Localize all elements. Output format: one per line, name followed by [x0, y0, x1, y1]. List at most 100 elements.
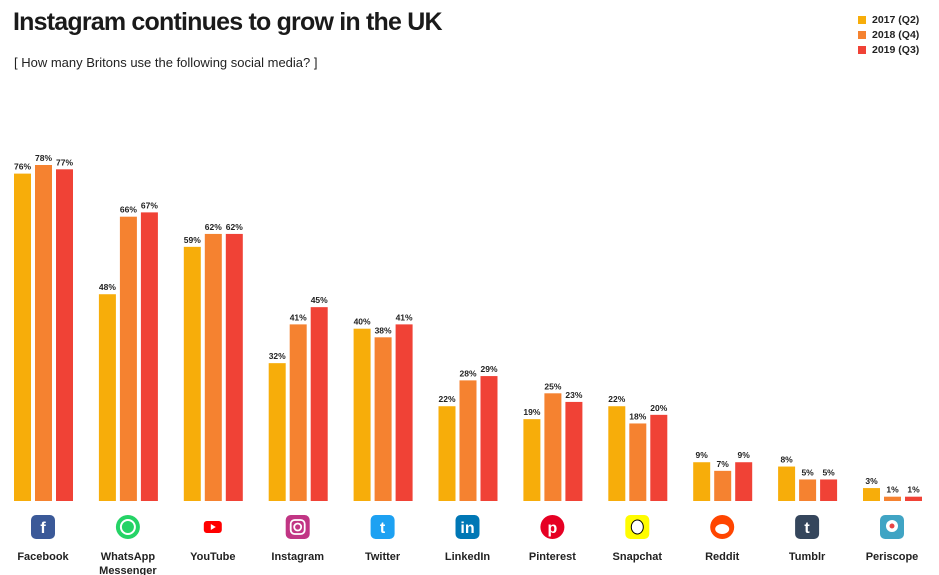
data-label: 8% — [780, 455, 793, 465]
legend-label: 2017 (Q2) — [872, 13, 920, 26]
category-label: Pinterest — [529, 551, 576, 563]
bar — [98, 294, 116, 501]
bar — [714, 470, 732, 501]
bar — [693, 462, 711, 501]
pinterest-icon: p — [540, 515, 565, 539]
bar — [863, 488, 880, 501]
data-label: 41% — [396, 312, 413, 322]
bar — [565, 401, 583, 501]
bar — [183, 246, 201, 501]
data-label: 66% — [120, 205, 137, 215]
bar — [523, 419, 541, 501]
legend-item: 2017 (Q2) — [858, 12, 919, 27]
bar-group: 59% 62% 62% YouTube — [184, 222, 243, 563]
bar — [629, 423, 647, 501]
data-label: 62% — [205, 222, 222, 232]
data-label: 22% — [608, 394, 625, 404]
bar — [799, 479, 817, 501]
bar — [395, 324, 413, 501]
data-label: 77% — [56, 157, 73, 167]
svg-text:t: t — [804, 520, 810, 537]
category-label: Messenger — [99, 565, 157, 575]
category-label: Reddit — [705, 551, 740, 563]
snapchat-icon — [625, 515, 650, 539]
bar-group: 9% 7% 9% Reddit — [693, 450, 753, 563]
tumblr-icon: t — [795, 515, 820, 539]
data-label: 29% — [480, 364, 497, 374]
bar-group: 3% 1% 1% Periscope — [863, 476, 922, 563]
bar — [438, 406, 456, 501]
data-label: 62% — [226, 222, 243, 232]
category-label: WhatsApp — [101, 551, 156, 563]
data-label: 76% — [14, 162, 31, 172]
data-label: 9% — [696, 450, 709, 460]
svg-text:f: f — [40, 520, 46, 537]
periscope-icon — [880, 515, 904, 539]
bar-group: 32% 41% 45% Instagram — [269, 295, 328, 563]
bar — [204, 233, 222, 501]
youtube-icon — [200, 515, 225, 539]
bar — [905, 496, 922, 501]
bar-group: 19% 25% 23% p Pinterest — [523, 381, 582, 563]
twitter-icon: t — [370, 515, 395, 539]
data-label: 48% — [99, 282, 116, 292]
data-label: 41% — [290, 312, 307, 322]
category-label: Periscope — [866, 551, 919, 563]
chart-subtitle: [ How many Britons use the following soc… — [14, 55, 318, 70]
bar — [778, 466, 796, 501]
bar — [119, 216, 137, 501]
bar-group: 76% 78% 77% f Facebook — [14, 153, 73, 563]
reddit-icon — [710, 515, 735, 539]
bar — [544, 393, 562, 501]
bar — [14, 173, 31, 501]
instagram-icon — [285, 515, 310, 539]
data-label: 40% — [354, 317, 371, 327]
whatsapp-icon — [115, 515, 140, 539]
linkedin-icon: in — [455, 515, 480, 539]
data-label: 78% — [35, 153, 52, 163]
category-label: Twitter — [365, 551, 401, 563]
data-label: 1% — [886, 485, 899, 495]
bar — [884, 496, 901, 501]
chart-title: Instagram continues to grow in the UK — [13, 8, 443, 36]
bar — [140, 212, 158, 501]
legend-item: 2018 (Q4) — [858, 27, 919, 42]
bar — [56, 169, 73, 502]
data-label: 28% — [459, 368, 476, 378]
bar — [820, 479, 838, 501]
data-label: 67% — [141, 200, 158, 210]
data-label: 7% — [717, 459, 730, 469]
category-label: Facebook — [17, 551, 69, 563]
category-label: LinkedIn — [445, 551, 491, 563]
svg-text:p: p — [548, 520, 558, 537]
data-label: 25% — [544, 381, 561, 391]
data-label: 22% — [438, 394, 455, 404]
data-label: 20% — [650, 403, 667, 413]
legend-swatch — [858, 45, 866, 54]
data-label: 23% — [565, 390, 582, 400]
bar — [608, 406, 626, 501]
bar — [289, 324, 307, 501]
bar-group: 48% 66% 67% WhatsApp Messenger — [99, 200, 158, 575]
bar-group: 22% 28% 29% in LinkedIn — [438, 364, 497, 563]
bar — [459, 380, 477, 501]
data-label: 5% — [801, 467, 814, 477]
bar — [735, 462, 753, 501]
data-label: 45% — [311, 295, 328, 305]
data-label: 32% — [269, 351, 286, 361]
data-label: 9% — [738, 450, 751, 460]
legend: 2017 (Q2) 2018 (Q4) 2019 (Q3) — [858, 12, 919, 57]
data-label: 1% — [907, 485, 920, 495]
bar — [480, 376, 498, 501]
legend-label: 2019 (Q3) — [872, 43, 920, 56]
data-label: 59% — [184, 235, 201, 245]
data-label: 18% — [629, 411, 646, 421]
svg-text:t: t — [380, 520, 386, 537]
legend-item: 2019 (Q3) — [858, 42, 919, 57]
bar-group: 8% 5% 5% t Tumblr — [778, 455, 838, 563]
bar — [353, 328, 371, 501]
bar — [650, 414, 668, 501]
data-label: 3% — [865, 476, 878, 486]
